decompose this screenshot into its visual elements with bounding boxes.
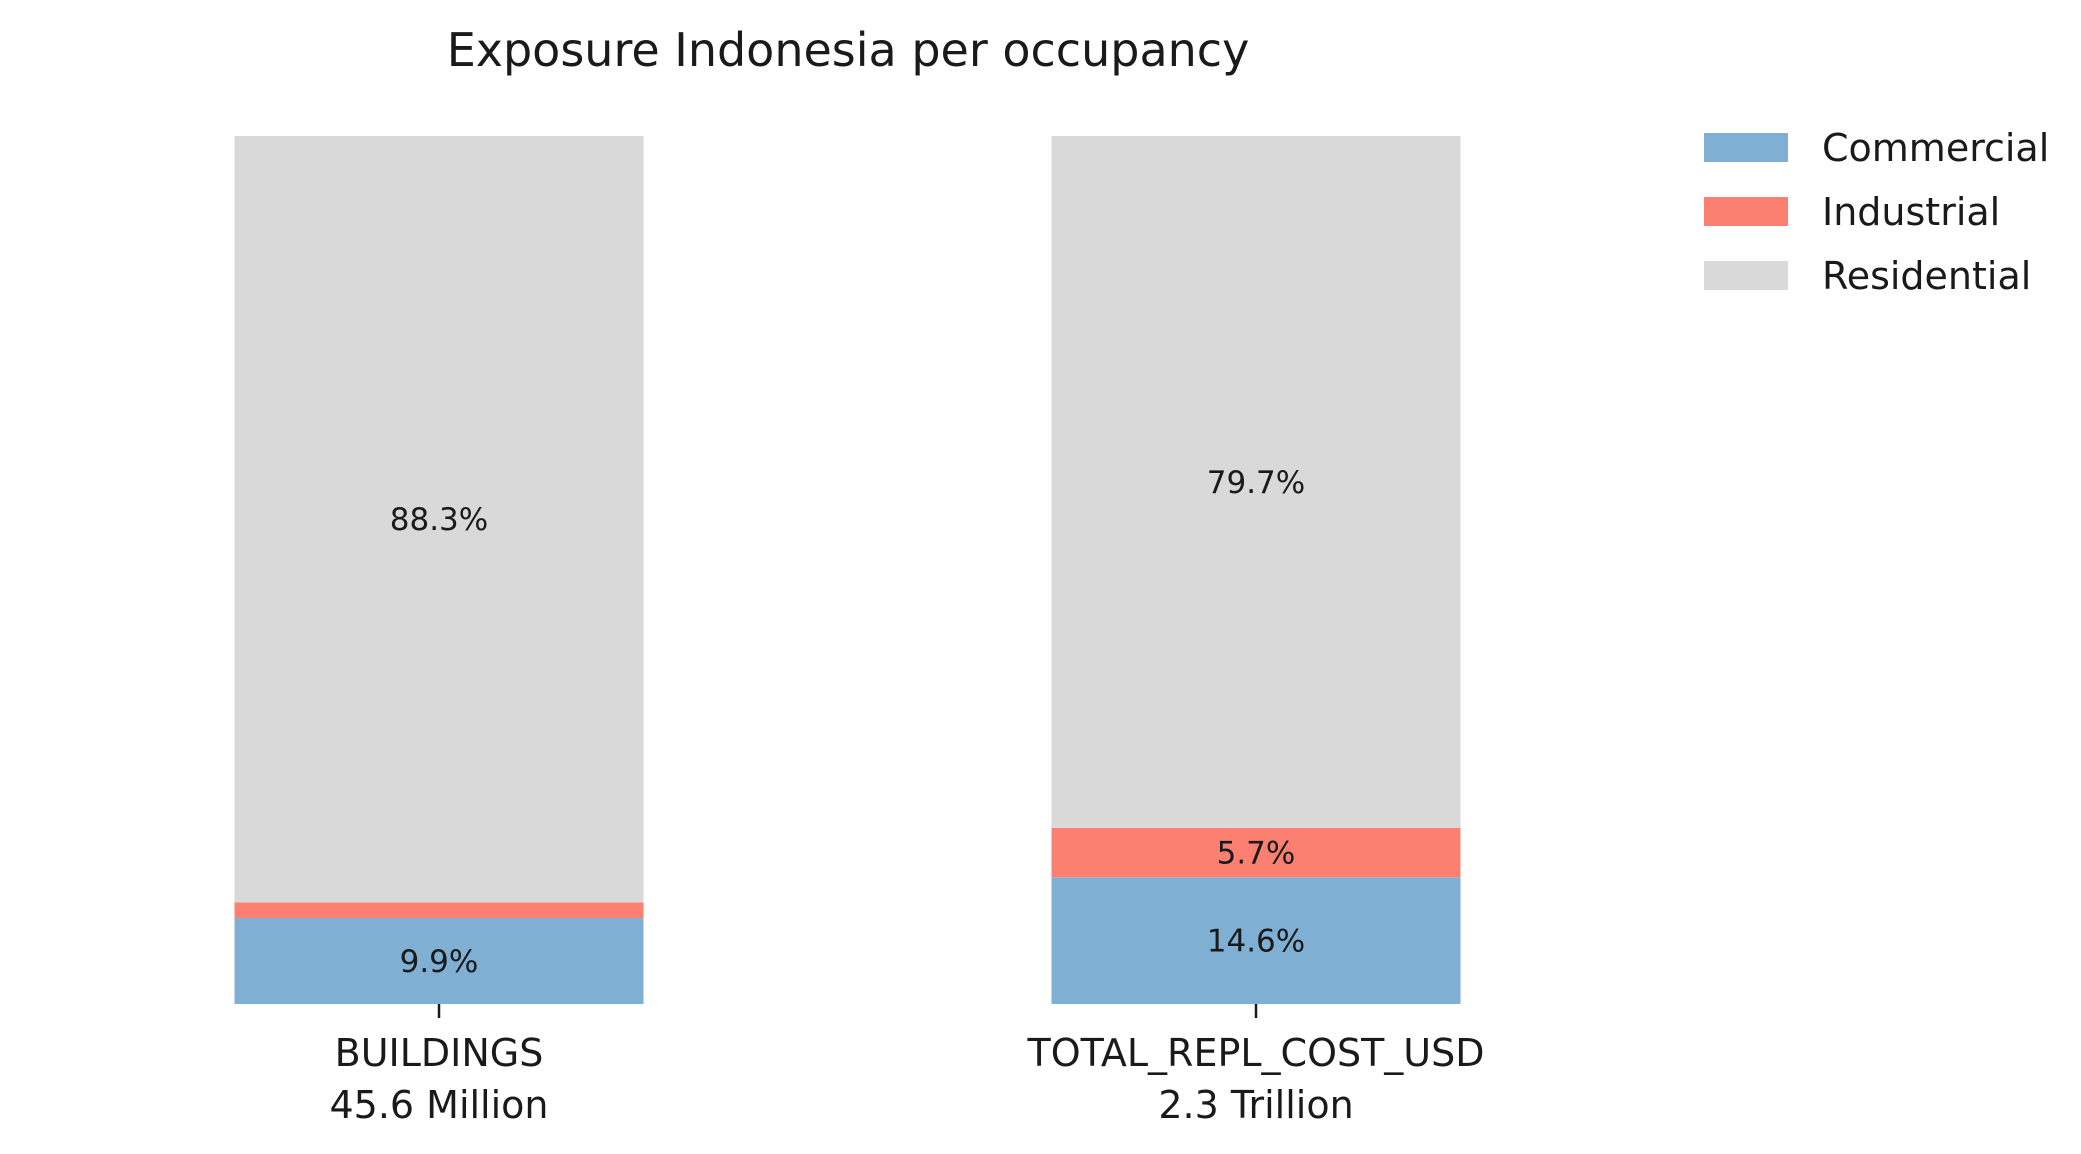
legend-label-industrial: Industrial	[1822, 190, 2000, 234]
segment-label-industrial-2: 5.7%	[1217, 836, 1296, 872]
bar-segment-industrial-2	[1051, 827, 1461, 878]
x-tick-label-1: BUILDINGS	[335, 1031, 544, 1075]
x-tick-total-1: 45.6 Million	[329, 1083, 548, 1127]
x-tick-total-2: 2.3 Trillion	[1158, 1083, 1353, 1127]
segment-label-commercial-2: 14.6%	[1207, 924, 1305, 960]
legend-swatch-commercial	[1704, 133, 1788, 162]
segment-label-residential-1: 88.3%	[390, 502, 488, 538]
legend-label-residential: Residential	[1822, 254, 2031, 298]
legend-swatch-industrial	[1704, 197, 1788, 226]
legend: Commercial Industrial Residential	[1704, 126, 2049, 298]
bar-segment-industrial-1	[234, 902, 644, 919]
x-tick-label-2: TOTAL_REPL_COST_USD	[1026, 1031, 1484, 1075]
segment-labels-group: 9.9% 88.3% 14.6% 5.7% 79.7%	[390, 465, 1305, 980]
chart-title: Exposure Indonesia per occupancy	[447, 23, 1250, 77]
legend-swatch-residential	[1704, 261, 1788, 290]
bar-segment-commercial-2	[1051, 877, 1461, 1004]
bar-segment-residential-2	[1051, 136, 1461, 828]
bar-segment-residential-1	[234, 136, 644, 903]
segment-label-commercial-1: 9.9%	[400, 944, 479, 980]
segment-label-residential-2: 79.7%	[1207, 465, 1305, 501]
x-axis: BUILDINGS 45.6 Million TOTAL_REPL_COST_USD…	[329, 1004, 1485, 1127]
bars-group	[234, 136, 1461, 1004]
legend-label-commercial: Commercial	[1822, 126, 2049, 170]
bar-segment-commercial-1	[234, 918, 644, 1004]
